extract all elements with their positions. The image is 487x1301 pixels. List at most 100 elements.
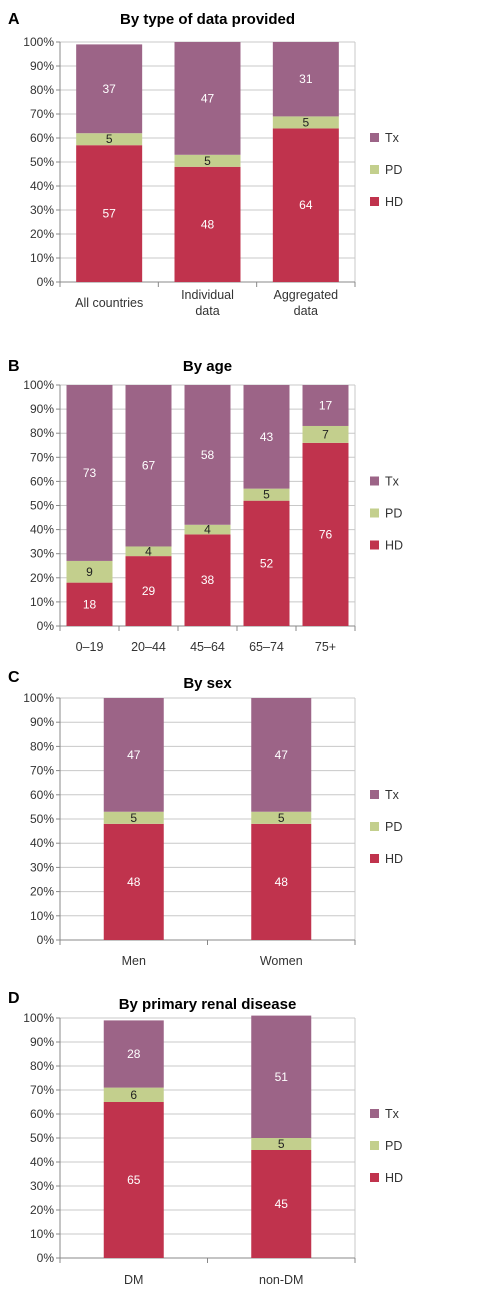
bar-hd [184, 534, 231, 626]
legend-swatch-pd [370, 822, 379, 831]
data-label: 5 [106, 132, 113, 146]
chart-panel-a: A By type of data provided 0% 10% 20% 30% 40% 5… [8, 11, 403, 318]
y-tick-label: 30% [30, 860, 54, 874]
data-label: 38 [201, 573, 215, 587]
data-label: 28 [127, 1047, 141, 1061]
data-label: 73 [83, 466, 97, 480]
data-label: 57 [102, 207, 116, 221]
legend-label: HD [385, 852, 403, 866]
data-label: 64 [299, 198, 313, 212]
x-tick-label: data [195, 304, 219, 318]
legend-swatch-hd [370, 854, 379, 863]
y-tick-label: 0% [37, 1251, 55, 1265]
data-label: 67 [142, 459, 156, 473]
bar-pd [251, 811, 312, 824]
data-label: 5 [130, 811, 137, 825]
y-tick-label: 90% [30, 715, 54, 729]
data-label: 76 [319, 527, 333, 541]
data-label: 51 [275, 1070, 289, 1084]
y-tick-label: 90% [30, 402, 54, 416]
data-label: 37 [102, 82, 116, 96]
panel-letter: A [8, 11, 20, 28]
bar-hd [243, 500, 290, 626]
legend-label: HD [385, 539, 403, 553]
y-tick-label: 80% [30, 739, 54, 753]
data-label: 18 [83, 597, 97, 611]
bar-hd [66, 582, 113, 626]
bar-hd [76, 145, 143, 282]
x-tick-label: Women [260, 954, 303, 968]
y-tick-label: 10% [30, 251, 54, 265]
y-tick-label: 20% [30, 227, 54, 241]
x-tick-label: 65–74 [249, 640, 284, 654]
y-tick-label: 20% [30, 885, 54, 899]
x-tick-label: data [294, 304, 318, 318]
chart-title: By age [183, 358, 232, 375]
data-label: 4 [204, 523, 211, 537]
bar-tx [184, 385, 231, 525]
legend-label: PD [385, 820, 402, 834]
legend-swatch-pd [370, 165, 379, 174]
y-tick-label: 10% [30, 595, 54, 609]
y-tick-label: 40% [30, 1155, 54, 1169]
data-label: 5 [278, 811, 285, 825]
chart-panel-b: B By age 0% 10% 20% 30% 40% 50% 60% 70% 80% 90% 100%… [8, 358, 403, 654]
x-tick-label: All countries [75, 296, 143, 310]
y-tick-label: 10% [30, 1227, 54, 1241]
bar-pd [76, 133, 143, 146]
bar-tx [272, 42, 339, 117]
y-tick-label: 30% [30, 203, 54, 217]
bar-pd [272, 116, 339, 129]
bar-hd [103, 1102, 164, 1258]
y-tick-label: 70% [30, 450, 54, 464]
data-label: 58 [201, 448, 215, 462]
chart-title: By primary renal disease [119, 996, 297, 1013]
chart-panel-d: D By primary renal disease 0% 10% 20% 30% 40% 5… [8, 990, 403, 1287]
legend-label: PD [385, 163, 402, 177]
bar-hd [272, 128, 339, 282]
bar-pd [66, 560, 113, 583]
bar-tx [251, 698, 312, 812]
y-tick-label: 60% [30, 474, 54, 488]
y-tick-label: 60% [30, 788, 54, 802]
legend-swatch-hd [370, 197, 379, 206]
data-label: 9 [86, 565, 93, 579]
data-label: 7 [322, 427, 329, 441]
data-label: 48 [201, 217, 215, 231]
legend-swatch-tx [370, 133, 379, 142]
panel-letter: B [8, 358, 20, 375]
y-tick-label: 30% [30, 547, 54, 561]
panel-letter: D [8, 990, 20, 1007]
data-label: 65 [127, 1173, 141, 1187]
bar-tx [103, 1020, 164, 1088]
data-label: 47 [127, 748, 141, 762]
bar-pd [174, 154, 241, 167]
legend-label: PD [385, 1139, 402, 1153]
bar-pd [243, 488, 290, 501]
y-tick-label: 90% [30, 1035, 54, 1049]
y-tick-label: 80% [30, 426, 54, 440]
bar-pd [251, 1138, 312, 1150]
bar-pd [103, 1087, 164, 1102]
x-tick-label: Individual [181, 288, 234, 302]
legend-swatch-pd [370, 508, 379, 518]
bar-tx [66, 385, 113, 561]
legend-swatch-hd [370, 1173, 379, 1182]
y-tick-label: 70% [30, 107, 54, 121]
y-tick-label: 50% [30, 155, 54, 169]
y-tick-label: 30% [30, 1179, 54, 1193]
chart-panel-c: C By sex 0% 10% 20% 30% 40% 50% 60% 70% 80% 90% 100%… [8, 669, 403, 968]
y-tick-label: 100% [23, 378, 54, 392]
legend-label: Tx [385, 1107, 400, 1121]
bar-tx [302, 385, 349, 426]
y-tick-label: 50% [30, 812, 54, 826]
x-tick-label: 75+ [315, 640, 336, 654]
data-label: 4 [145, 544, 152, 558]
y-tick-label: 0% [37, 619, 55, 633]
bar-pd [184, 524, 231, 535]
y-tick-label: 100% [23, 691, 54, 705]
x-tick-label: 45–64 [190, 640, 225, 654]
bar-pd [125, 546, 172, 557]
y-tick-label: 0% [37, 933, 55, 947]
